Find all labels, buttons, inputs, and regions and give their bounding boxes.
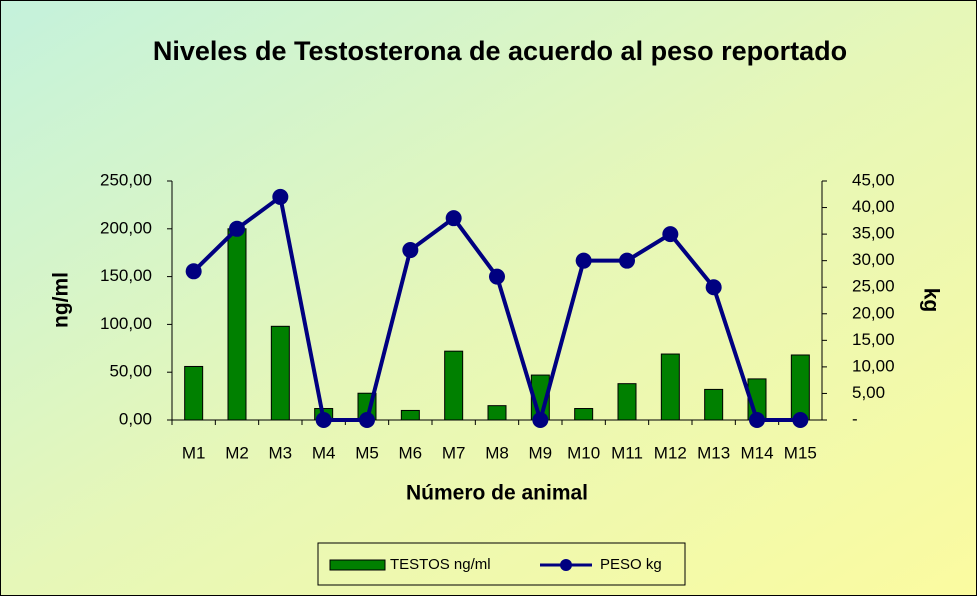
line-marker (402, 242, 419, 259)
y2-axis-label: kg (919, 288, 942, 313)
bar (184, 365, 204, 421)
bar (444, 350, 464, 421)
line-marker (272, 188, 289, 205)
y-axis-label: ng/ml (50, 272, 73, 328)
line-marker (705, 279, 722, 296)
bar (574, 408, 594, 421)
bar (487, 405, 507, 421)
legend-label: PESO kg (600, 556, 662, 573)
y-tick-label: 150,00 (100, 266, 152, 285)
bar (790, 354, 810, 421)
x-tick-label: M15 (784, 443, 817, 462)
legend-marker (560, 559, 572, 571)
y2-tick-label: 30,00 (852, 250, 895, 269)
x-tick-label: M8 (485, 443, 509, 462)
x-tick-label: M14 (740, 443, 773, 462)
legend-label: TESTOS ng/ml (390, 556, 491, 573)
x-tick-label: M7 (442, 443, 466, 462)
line-marker (229, 220, 245, 237)
x-tick-label: M2 (225, 443, 249, 462)
x-tick-label: M11 (611, 443, 643, 462)
line-marker (575, 252, 592, 269)
y-tick-label: 50,00 (109, 362, 152, 381)
line-marker (749, 412, 765, 428)
line-marker (792, 412, 809, 428)
bar (400, 409, 420, 421)
y-tick-label: 200,00 (100, 218, 152, 237)
y-tick-label: 250,00 (100, 170, 152, 189)
x-tick-label: M10 (567, 443, 600, 462)
bar (227, 228, 247, 421)
y-tick-label: 0,00 (119, 409, 152, 428)
y2-tick-label: 10,00 (852, 356, 895, 375)
y2-tick-label: 25,00 (852, 277, 895, 296)
y2-tick-label: 35,00 (852, 224, 895, 243)
legend-box (317, 542, 686, 586)
bar (660, 353, 680, 421)
y2-tick-label: 45,00 (852, 170, 895, 189)
line-marker (445, 210, 462, 227)
line-marker (359, 412, 375, 428)
x-tick-label: M5 (355, 443, 379, 462)
line-marker (619, 252, 635, 269)
x-tick-label: M3 (269, 443, 293, 462)
bar (704, 388, 724, 421)
y2-tick-label: - (852, 409, 858, 428)
x-tick-label: M1 (182, 443, 206, 462)
y-tick-label: 100,00 (100, 314, 152, 333)
x-tick-label: M6 (399, 443, 423, 462)
chart-title: Niveles de Testosterona de acuerdo al pe… (152, 36, 848, 66)
line-marker (315, 412, 332, 428)
x-axis-label: Número de animal (406, 482, 588, 505)
y2-tick-label: 40,00 (852, 197, 895, 216)
line-marker (532, 412, 549, 428)
y2-tick-label: 15,00 (852, 330, 895, 349)
bar (270, 325, 290, 421)
x-tick-label: M12 (654, 443, 687, 462)
x-tick-label: M9 (529, 443, 553, 462)
line-marker (662, 226, 679, 243)
x-tick-label: M13 (697, 443, 730, 462)
x-tick-label: M4 (312, 443, 336, 462)
y2-tick-label: 20,00 (852, 303, 895, 322)
bar (617, 383, 637, 421)
line-marker (489, 268, 505, 285)
legend-swatch (329, 559, 386, 571)
y2-tick-label: 5,00 (852, 383, 885, 402)
line-marker (185, 263, 202, 280)
